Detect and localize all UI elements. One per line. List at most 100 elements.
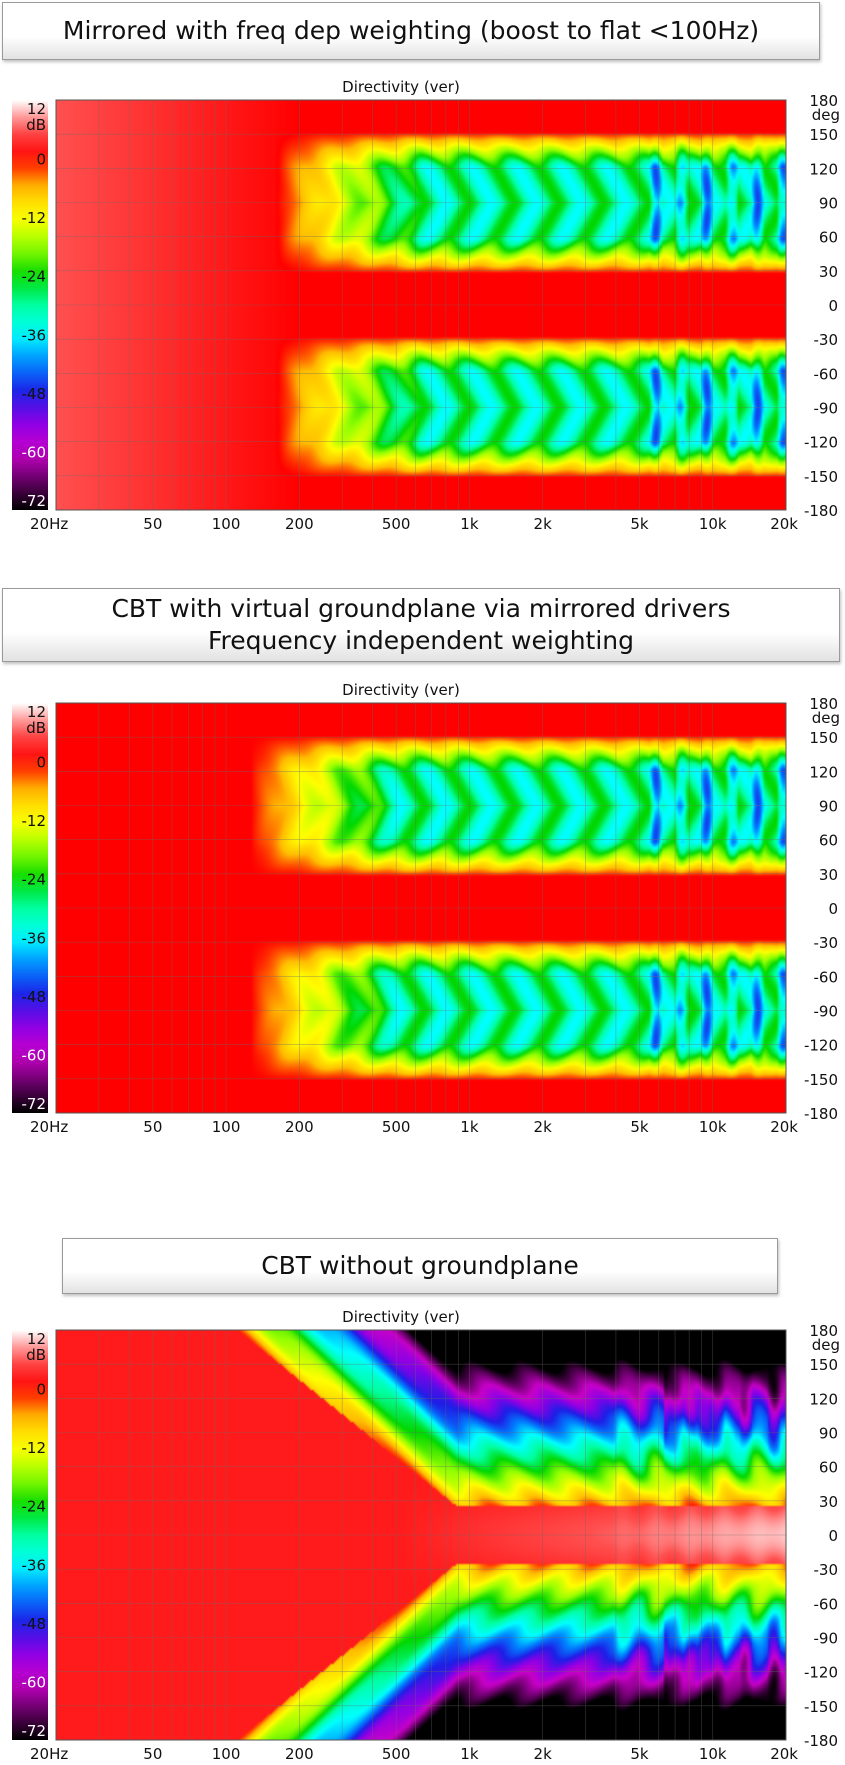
x-tick-label: 200 [285,1745,314,1760]
y-tick-label: 120 [809,160,838,178]
x-tick-label: 20Hz [30,1118,68,1133]
x-tick-label: 10k [699,1745,727,1760]
colorbar-tick-label: 12 [27,100,46,118]
colorbar-tick-label: -60 [22,1673,47,1691]
y-tick-label: -30 [814,934,839,952]
y-tick-label: -150 [804,468,838,486]
caption-box-3: CBT without groundplane [62,1238,778,1294]
y-tick-label: 180 [809,695,838,713]
y-tick-label: 30 [819,1493,838,1511]
colorbar-tick-label: -24 [22,268,47,286]
y-tick-label: 60 [819,1459,838,1477]
x-tick-label: 100 [212,1745,241,1760]
colorbar-unit-label: dB [26,116,46,134]
y-tick-label: -90 [814,1630,839,1648]
colorbar [12,703,48,1113]
y-tick-label: 150 [809,729,838,747]
x-tick-label: 500 [382,1118,411,1133]
x-tick-label: 2k [534,1745,553,1760]
caption-text: CBT without groundplane [261,1251,579,1280]
colorbar-tick-label: -60 [22,1046,47,1064]
colorbar-tick-label: -24 [22,871,47,889]
y-tick-label: -30 [814,1561,839,1579]
y-tick-label: -30 [814,331,839,349]
y-tick-label: -90 [814,400,839,418]
x-tick-label: 20Hz [30,1745,68,1760]
x-tick-label: 20k [770,515,798,530]
caption-text-line-2: Frequency independent weighting [207,626,635,655]
colorbar-tick-label: -48 [22,988,47,1006]
colorbar-unit-label: dB [26,1346,46,1364]
y-tick-label: 0 [828,1527,838,1545]
colorbar-tick-label: 0 [36,1381,46,1399]
y-tick-label: -60 [814,1595,839,1613]
colorbar-tick-label: -24 [22,1498,47,1516]
colorbar-tick-label: -12 [22,1439,47,1457]
chart-title: Directivity (ver) [342,1308,460,1326]
chart-overlay: Directivity (ver) 20Hz 50 100 200 500 1k 2k 5k 10… [12,78,840,530]
x-tick-label: 200 [285,515,314,530]
y-tick-label: 90 [819,798,838,816]
colorbar-tick-label: -36 [22,326,47,344]
y-tick-label: -60 [814,365,839,383]
x-tick-label: 200 [285,1118,314,1133]
caption-box-2: CBT with virtual groundplane via mirrore… [2,588,840,662]
y-tick-label: 150 [809,1356,838,1374]
x-tick-label: 50 [143,1118,162,1133]
y-tick-label: 0 [828,900,838,918]
x-tick-label: 20Hz [30,515,68,530]
chart-title: Directivity (ver) [342,78,460,96]
y-tick-label: -120 [804,434,838,452]
x-tick-label: 1k [460,1745,479,1760]
grid [56,99,786,511]
colorbar-tick-label: -12 [22,209,47,227]
directivity-chart-2: Directivity (ver) 20Hz 50 100 200 500 1k 2k 5k 10… [0,663,845,1133]
y-tick-label: 90 [819,195,838,213]
y-tick-label: 60 [819,229,838,247]
x-tick-label: 500 [382,515,411,530]
x-tick-label: 10k [699,1118,727,1133]
x-tick-label: 100 [212,1118,241,1133]
y-tick-label: 180 [809,1322,838,1340]
y-tick-label: 60 [819,832,838,850]
plot-border [55,99,787,511]
y-unit-label: deg [812,1336,840,1354]
colorbar-tick-label: -72 [22,1095,47,1113]
plot-border [55,1329,787,1741]
x-tick-label: 2k [534,1118,553,1133]
caption-text: Mirrored with freq dep weighting (boost … [62,16,760,45]
x-tick-label: 20k [770,1745,798,1760]
x-tick-label: 10k [699,515,727,530]
x-tick-label: 50 [143,1745,162,1760]
grid [56,702,786,1114]
colorbar-tick-label: -12 [22,812,47,830]
colorbar [12,100,48,510]
x-tick-label: 5k [630,1745,649,1760]
colorbar-tick-label: 0 [36,151,46,169]
y-tick-label: 90 [819,1425,838,1443]
y-tick-label: 30 [819,263,838,281]
chart-overlay: Directivity (ver) 20Hz 50 100 200 500 1k 2k 5k 10… [12,1308,840,1760]
y-tick-label: -150 [804,1698,838,1716]
caption-box-1: Mirrored with freq dep weighting (boost … [2,2,820,60]
y-tick-label: -120 [804,1664,838,1682]
colorbar [12,1330,48,1740]
y-tick-label: -180 [804,1105,838,1123]
colorbar-tick-label: -72 [22,492,47,510]
y-unit-label: deg [812,106,840,124]
y-unit-label: deg [812,709,840,727]
directivity-chart-1: Directivity (ver) 20Hz 50 100 200 500 1k 2k 5k 10… [0,60,845,530]
x-tick-label: 5k [630,1118,649,1133]
grid [56,1329,786,1741]
chart-title: Directivity (ver) [342,681,460,699]
y-tick-label: -150 [804,1071,838,1089]
y-tick-label: 120 [809,1390,838,1408]
chart-overlay: Directivity (ver) 20Hz 50 100 200 500 1k 2k 5k 10… [12,681,840,1133]
caption-text-line-1: CBT with virtual groundplane via mirrore… [111,594,731,623]
y-tick-label: -90 [814,1003,839,1021]
colorbar-tick-label: -60 [22,443,47,461]
y-tick-label: -60 [814,968,839,986]
colorbar-tick-label: 12 [27,1330,46,1348]
colorbar-tick-label: -72 [22,1722,47,1740]
colorbar-tick-label: -36 [22,1556,47,1574]
